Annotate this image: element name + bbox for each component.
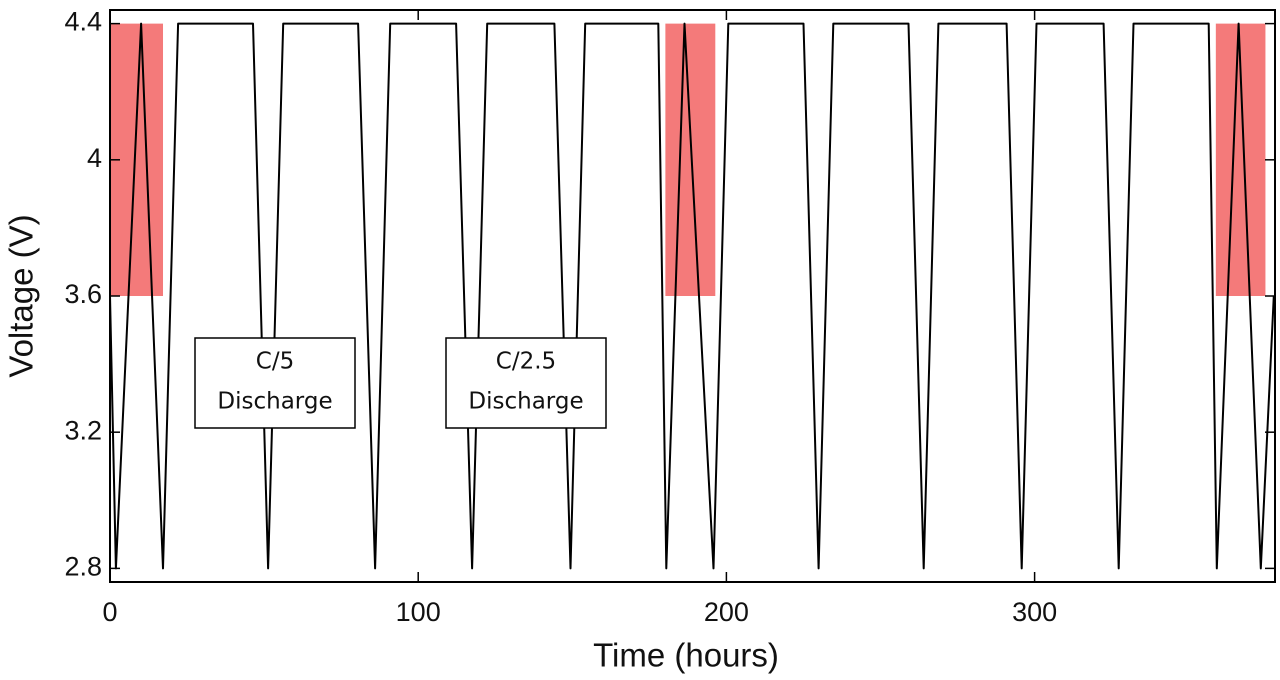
annotation-box xyxy=(445,337,607,429)
y-tick-label: 3.2 xyxy=(64,415,102,445)
x-tick-label: 300 xyxy=(1012,597,1057,627)
annotation-text: C/2.5 xyxy=(496,349,556,375)
annotation-text: Discharge xyxy=(217,389,332,415)
annotation-text: Discharge xyxy=(468,389,583,415)
y-tick-label: 4 xyxy=(87,143,102,173)
shaded-region xyxy=(665,23,716,296)
annotation: C/5 Discharge xyxy=(194,337,356,429)
plot-frame xyxy=(109,9,1276,583)
y-tick-label: 2.8 xyxy=(64,552,102,582)
x-axis-label: Time (hours) xyxy=(593,637,779,674)
y-tick-label: 3.6 xyxy=(64,279,102,309)
x-tick-label: 200 xyxy=(704,597,749,627)
annotation-text: C/5 xyxy=(256,349,294,375)
annotation: C/2.5 Discharge xyxy=(445,337,607,429)
annotation-box xyxy=(194,337,356,429)
x-tick-label: 100 xyxy=(396,597,441,627)
y-axis-label: Voltage (V) xyxy=(3,214,40,377)
x-tick-label: 0 xyxy=(102,597,117,627)
y-tick-label: 4.4 xyxy=(64,7,102,37)
